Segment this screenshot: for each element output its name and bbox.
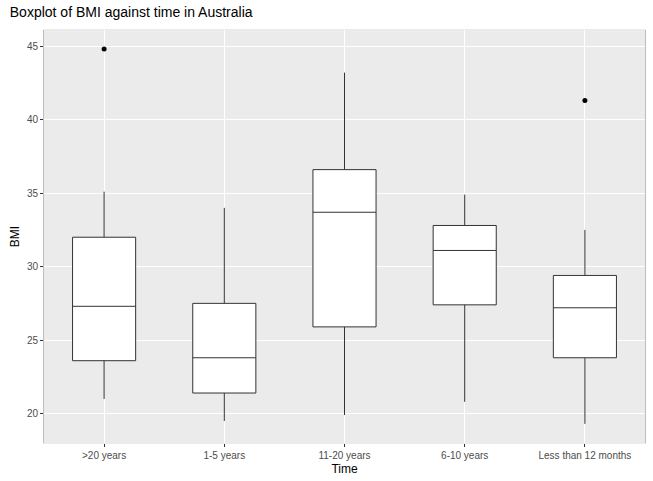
svg-text:25: 25: [27, 335, 39, 346]
svg-text:Boxplot of BMI against time in: Boxplot of BMI against time in Australia: [10, 4, 253, 20]
svg-text:20: 20: [27, 408, 39, 419]
svg-text:11-20 years: 11-20 years: [318, 450, 370, 461]
svg-text:45: 45: [27, 41, 39, 52]
svg-text:Less than 12 months: Less than 12 months: [538, 450, 631, 461]
svg-text:1-5 years: 1-5 years: [203, 450, 245, 461]
svg-text:Time: Time: [331, 462, 358, 476]
svg-text:6-10 years: 6-10 years: [441, 450, 488, 461]
svg-text:35: 35: [27, 188, 39, 199]
svg-text:40: 40: [27, 114, 39, 125]
svg-text:30: 30: [27, 261, 39, 272]
svg-text:BMI: BMI: [8, 226, 22, 247]
svg-text:>20 years: >20 years: [82, 450, 126, 461]
